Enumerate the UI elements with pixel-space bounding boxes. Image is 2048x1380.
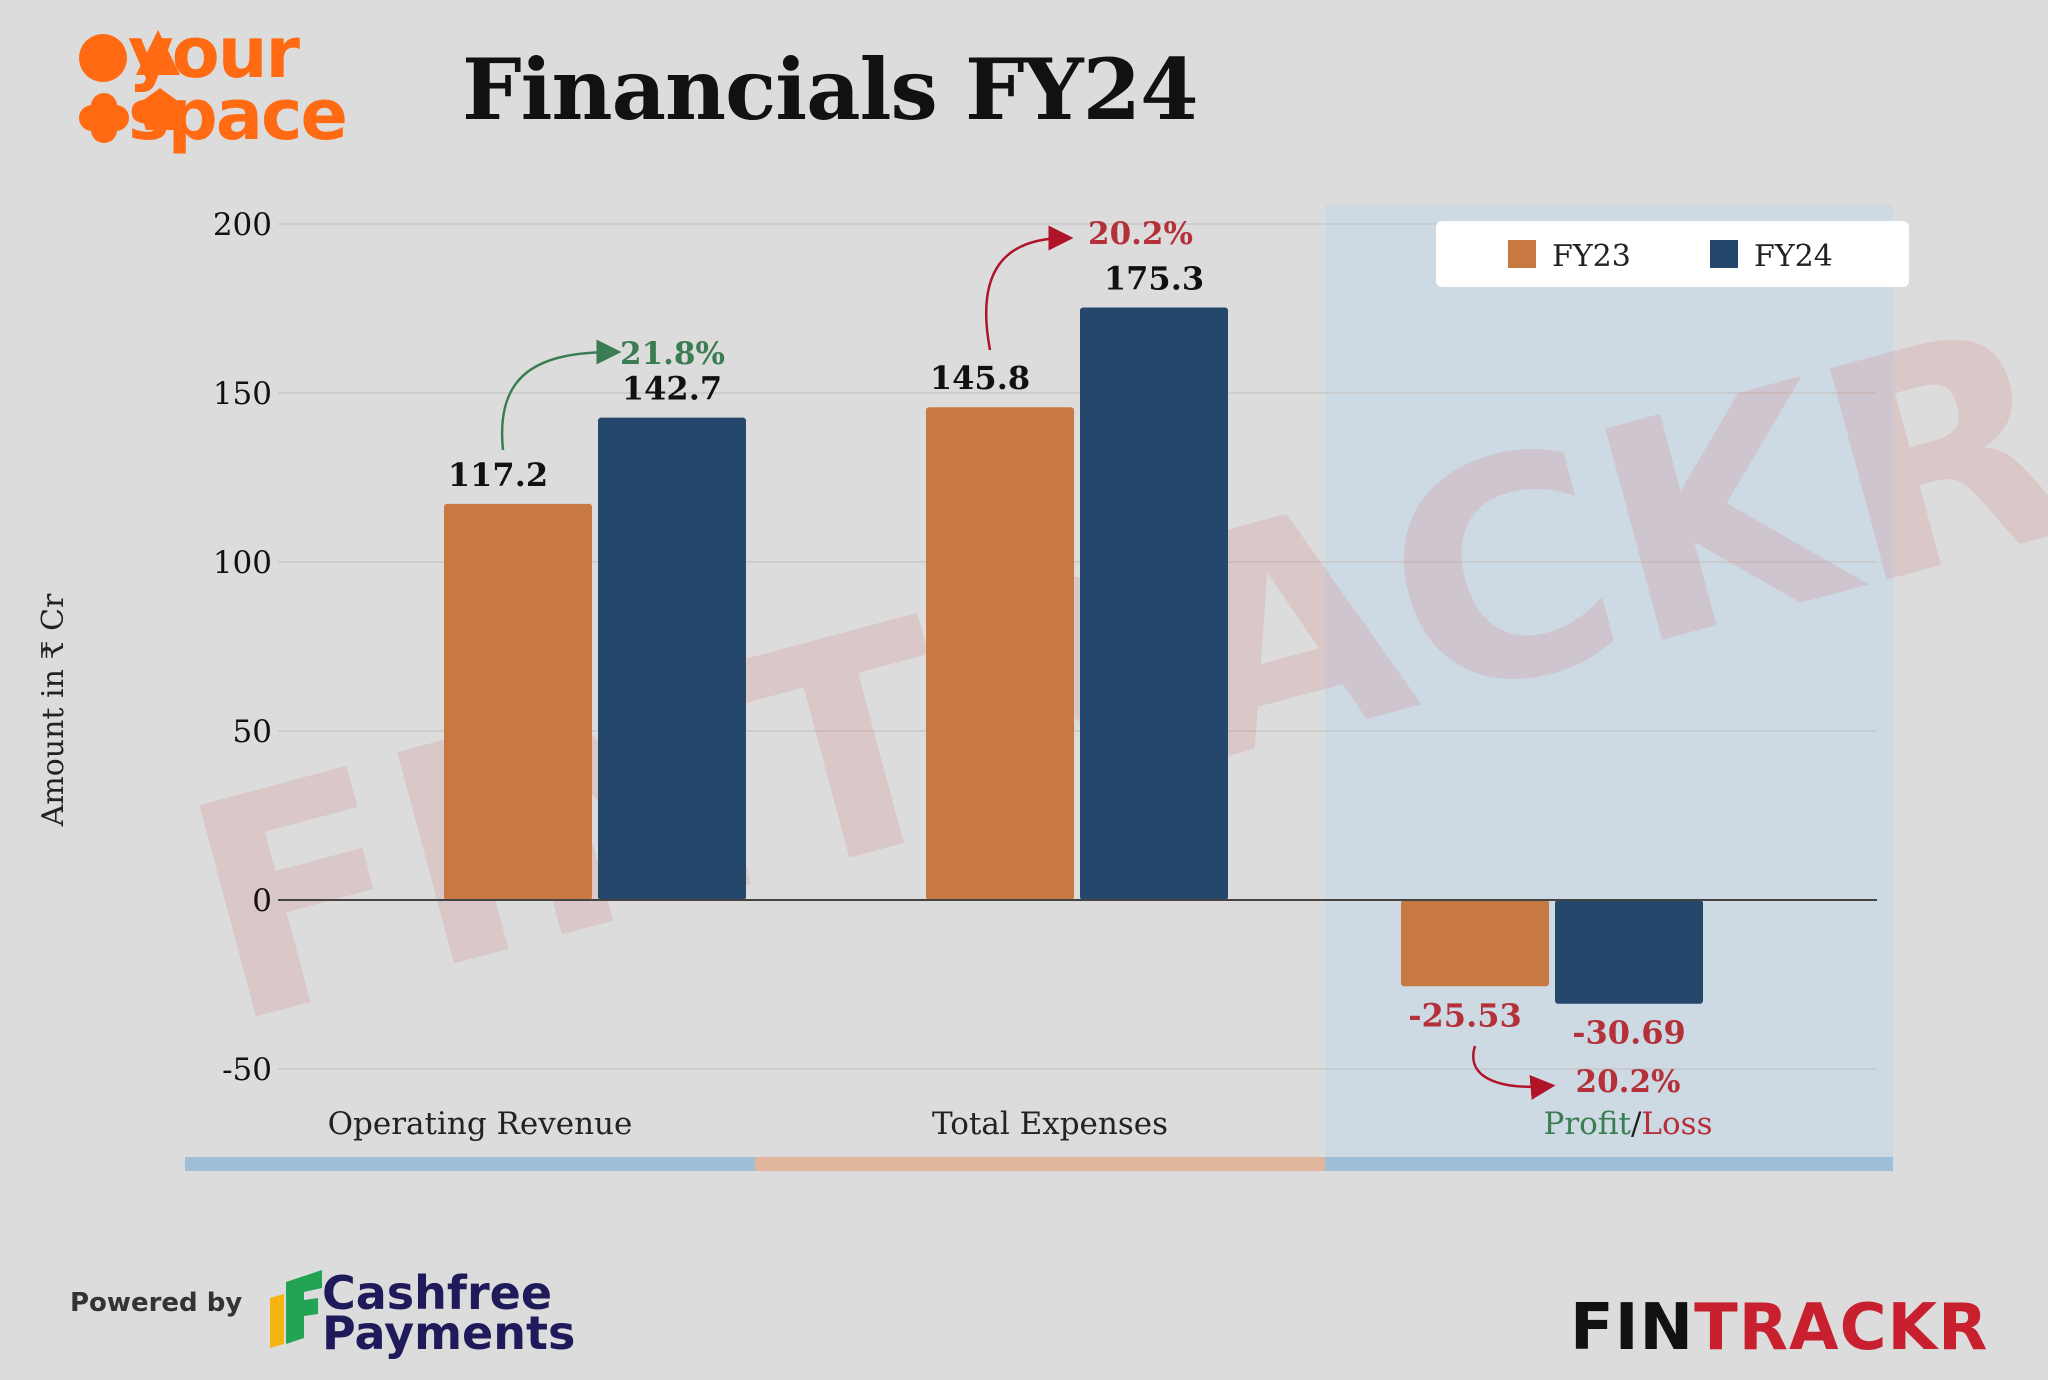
legend: FY23 FY24 [1436,221,1909,287]
change-arrow-operating-revenue [500,339,622,451]
category-label-profit: Profit [1543,1106,1631,1142]
bar-fy23-1 [926,407,1074,900]
y-tick-label: 150 [213,376,272,412]
data-label-fy24-2: -30.69 [1572,1014,1685,1052]
page-title: Financials FY24 [462,40,1199,139]
change-arrow-total-expenses [985,225,1074,351]
category-underline-operating-revenue [185,1157,755,1171]
data-label-fy23-1: 145.8 [930,359,1030,397]
cashfree-line-2: Payments [322,1306,576,1360]
fintrackr-logo: FINTRACKR [1570,1296,1988,1360]
data-label-fy23-0: 117.2 [448,456,548,494]
data-labels: 117.2 145.8 -25.53 142.7 175.3 -30.69 [448,259,1686,1051]
legend-box [1436,221,1909,287]
change-label-profit-loss: 20.2% [1576,1064,1681,1100]
bars [444,307,1703,1004]
legend-swatch-fy23 [1508,240,1536,268]
legend-swatch-fy24 [1710,240,1738,268]
category-label-total-expenses: Total Expenses [932,1106,1168,1142]
change-arrow-profit-loss [1472,1045,1556,1100]
category-label-loss: Loss [1641,1106,1712,1142]
y-tick-label: 100 [213,545,272,581]
y-tick-label: 200 [213,207,272,243]
powered-by-label: Powered by [70,1288,243,1318]
bar-fy24-1 [1080,307,1228,901]
change-annotations: 21.8% 20.2% 20.2% [500,216,1681,1100]
data-label-fy24-1: 175.3 [1104,259,1204,297]
profit-section-background [1325,205,1893,1165]
category-underline-bars [185,1157,1893,1171]
change-label-total-expenses: 20.2% [1088,216,1193,252]
cashfree-line-1: Cashfree [322,1266,553,1320]
category-labels: Operating Revenue Total Expenses Profit/… [328,1106,1713,1142]
category-underline-total-expenses [755,1157,1325,1171]
category-label-separator: / [1631,1106,1642,1142]
data-label-fy24-0: 142.7 [622,370,722,408]
category-label-profit-loss: Profit/Loss [1543,1106,1712,1142]
fintrackr-logo-part-1: FIN [1570,1291,1695,1365]
y-tick-label: -50 [222,1052,272,1088]
data-label-fy23-2: -25.53 [1408,996,1521,1034]
cashfree-logo-icon [270,1270,322,1348]
yourspace-logo-icon [79,30,182,143]
y-axis-label: Amount in ₹ Cr [36,593,71,827]
bar-fy24-2 [1555,900,1703,1004]
bar-fy23-2 [1401,900,1549,987]
y-tick-label: 50 [233,714,272,750]
brand-line-1: your [128,12,300,94]
legend-label-fy23: FY23 [1552,239,1631,274]
bar-fy23-0 [444,503,592,900]
bar-fy24-0 [598,417,746,900]
brand-line-2: space [128,74,348,156]
y-tick-label: 0 [252,883,272,919]
header: your space Financials FY24 [0,0,2048,170]
change-label-operating-revenue: 21.8% [620,336,725,372]
category-underline-profit-loss [1325,1157,1893,1171]
legend-label-fy24: FY24 [1754,239,1833,274]
fintrackr-logo-part-2: TRACKR [1694,1291,1989,1365]
category-label-operating-revenue: Operating Revenue [328,1106,633,1142]
y-axis-ticks: 200 150 100 50 0 -50 [213,207,272,1088]
